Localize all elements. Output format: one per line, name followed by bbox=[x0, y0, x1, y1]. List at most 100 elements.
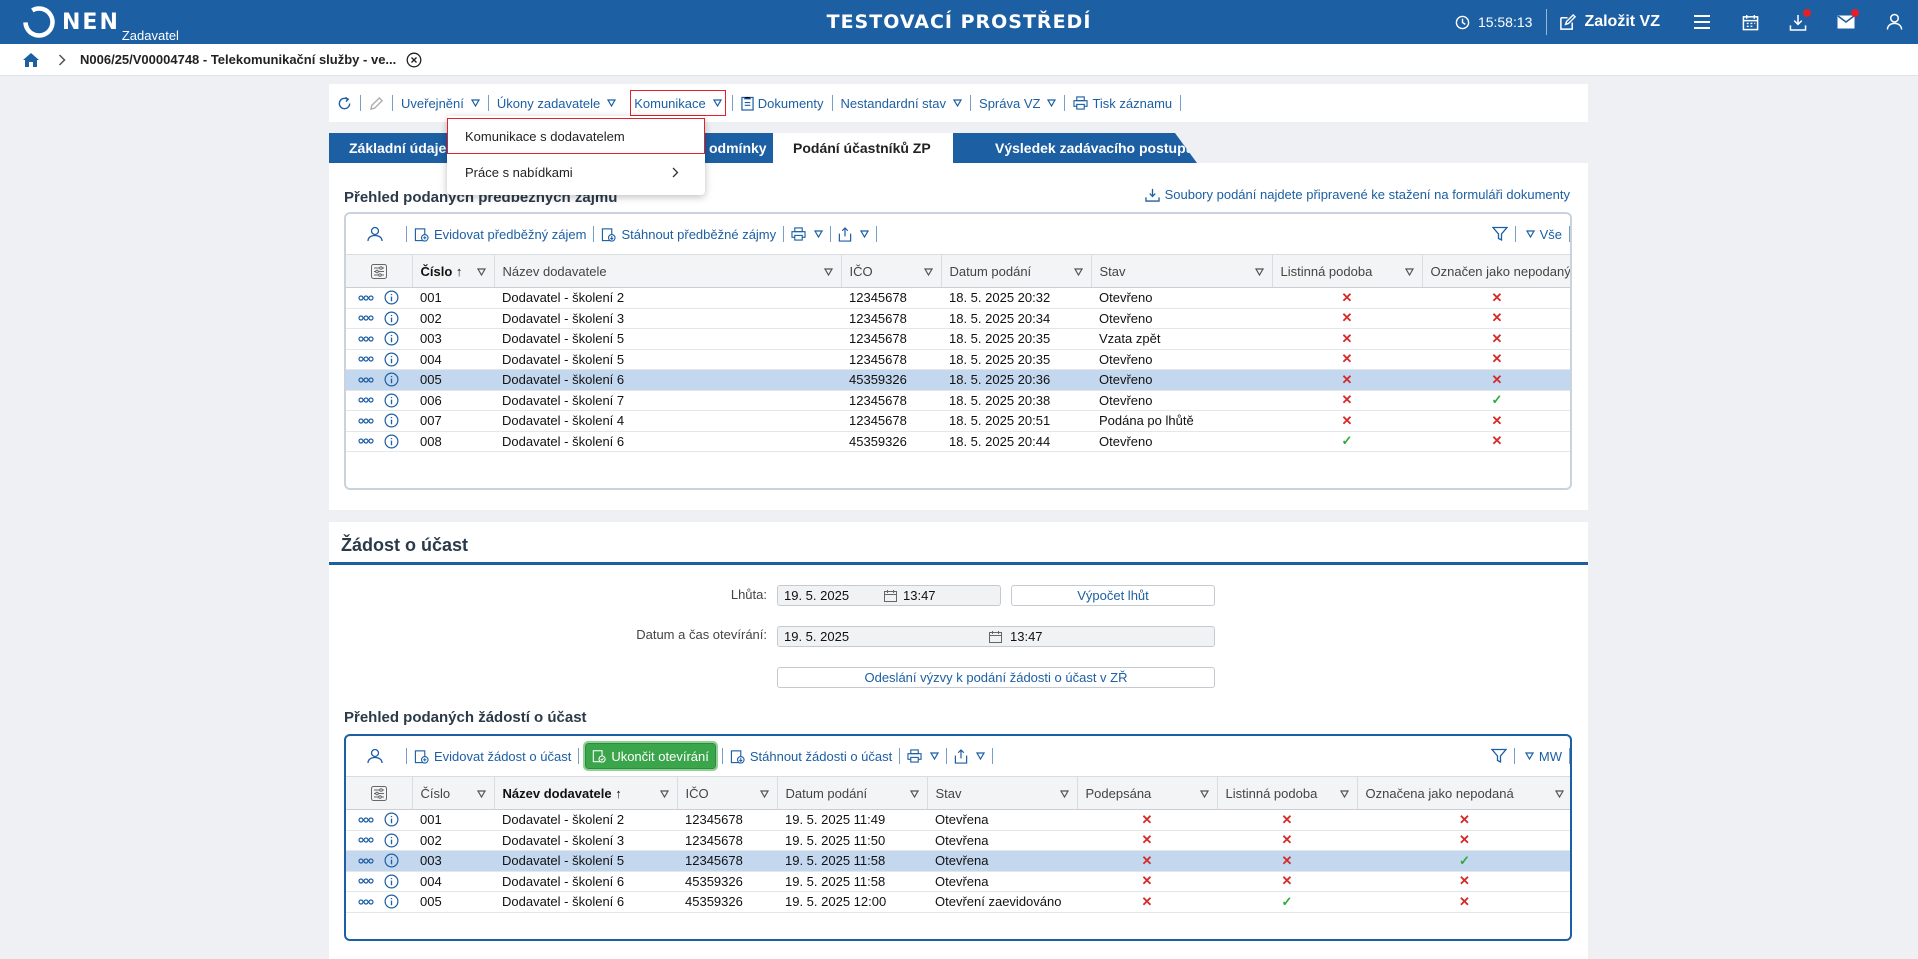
table-row[interactable]: 007 Dodavatel - školení 4 12345678 18. 5. 2… bbox=[346, 410, 1570, 432]
more-actions-icon[interactable] bbox=[358, 356, 374, 362]
table-row[interactable]: 006 Dodavatel - školení 7 12345678 18. 5. 2… bbox=[346, 390, 1570, 411]
menu-button[interactable] bbox=[1678, 0, 1726, 44]
table-row[interactable]: 001 Dodavatel - školení 2 12345678 18. 5. 2… bbox=[346, 287, 1570, 309]
filter-caret-icon[interactable] bbox=[1199, 790, 1209, 798]
filter-caret-icon[interactable] bbox=[659, 790, 669, 798]
more-actions-icon[interactable] bbox=[358, 377, 374, 383]
table-row[interactable]: 008 Dodavatel - školení 6 45359326 18. 5. 2… bbox=[346, 431, 1570, 452]
column-header-listinna[interactable]: Listinná podoba bbox=[1217, 776, 1358, 810]
more-actions-icon[interactable] bbox=[358, 858, 374, 864]
column-header-cislo[interactable]: Číslo bbox=[412, 776, 495, 810]
menu-dokumenty[interactable]: Dokumenty bbox=[733, 84, 832, 122]
stahnout-predbezne-zajmy-button[interactable]: Stáhnout předběžné zájmy bbox=[594, 214, 783, 254]
downloads-button[interactable] bbox=[1774, 0, 1822, 44]
user-button[interactable] bbox=[1870, 0, 1918, 44]
group-users-button[interactable] bbox=[346, 736, 406, 776]
menu-tisk-zaznamu[interactable]: Tisk záznamu bbox=[1065, 84, 1180, 122]
column-header-ico[interactable]: IČO bbox=[677, 776, 778, 810]
close-icon[interactable] bbox=[406, 52, 422, 68]
filter-caret-icon[interactable] bbox=[476, 268, 486, 276]
filter-caret-icon[interactable] bbox=[1254, 268, 1264, 276]
filter-caret-icon[interactable] bbox=[909, 790, 919, 798]
more-actions-icon[interactable] bbox=[358, 899, 374, 905]
menu-komunikace[interactable]: Komunikace bbox=[624, 84, 732, 122]
print-menu-button[interactable] bbox=[900, 736, 946, 776]
info-icon[interactable] bbox=[384, 413, 399, 428]
table-row[interactable]: 005 Dodavatel - školení 6 45359326 19. 5. 2… bbox=[346, 891, 1570, 913]
table-row[interactable]: 003 Dodavatel - školení 5 12345678 19. 5. 2… bbox=[346, 850, 1570, 872]
table-row[interactable]: 002 Dodavatel - školení 3 12345678 18. 5. 2… bbox=[346, 308, 1570, 329]
menu-uverejneni[interactable]: Uveřejnění bbox=[393, 84, 488, 122]
info-icon[interactable] bbox=[384, 290, 399, 305]
info-icon[interactable] bbox=[384, 352, 399, 367]
column-header-datum[interactable]: Datum podání bbox=[941, 254, 1092, 288]
refresh-button[interactable] bbox=[329, 84, 360, 122]
filter-caret-icon[interactable] bbox=[1059, 790, 1069, 798]
view-select[interactable]: MW bbox=[1515, 736, 1569, 776]
column-header-nepodany[interactable]: Označen jako nepodaný bbox=[1422, 254, 1570, 288]
otevirani-field[interactable]: 19. 5. 2025 13:47 bbox=[777, 626, 1215, 647]
filter-caret-icon[interactable] bbox=[1404, 268, 1414, 276]
info-icon[interactable] bbox=[384, 833, 399, 848]
breadcrumb-current[interactable]: N006/25/V00004748 - Telekomunikační služ… bbox=[80, 52, 397, 67]
evidovat-predbezny-zajem-button[interactable]: Evidovat předběžný zájem bbox=[407, 214, 593, 254]
more-actions-icon[interactable] bbox=[358, 295, 374, 301]
filter-caret-icon[interactable] bbox=[923, 268, 933, 276]
evidovat-zadost-button[interactable]: Evidovat žádost o účast bbox=[407, 736, 578, 776]
column-header-nazev[interactable]: Název dodavatele ↑ bbox=[494, 776, 678, 810]
column-header-stav[interactable]: Stav bbox=[1091, 254, 1273, 288]
more-actions-icon[interactable] bbox=[358, 397, 374, 403]
filter-caret-icon[interactable] bbox=[1073, 268, 1083, 276]
info-icon[interactable] bbox=[384, 372, 399, 387]
column-header-listinna[interactable]: Listinná podoba bbox=[1272, 254, 1423, 288]
column-header-nazev[interactable]: Název dodavatele bbox=[494, 254, 842, 288]
filter-button[interactable] bbox=[1485, 214, 1515, 254]
odeslani-vyzvy-button[interactable]: Odeslání výzvy k podání žádosti o účast … bbox=[777, 667, 1215, 688]
tab-podani-ucastniku[interactable]: Podání účastníků ZP bbox=[773, 133, 981, 163]
column-header-datum[interactable]: Datum podání bbox=[777, 776, 928, 810]
stahnout-zadosti-button[interactable]: Stáhnout žádosti o účast bbox=[723, 736, 899, 776]
messages-button[interactable] bbox=[1822, 0, 1870, 44]
menu-nestandardni-stav[interactable]: Nestandardní stav bbox=[833, 84, 971, 122]
tab-vysledek[interactable]: Výsledek zadávacího postupu bbox=[953, 133, 1197, 163]
print-menu-button[interactable] bbox=[784, 214, 830, 254]
lhuta-field[interactable]: 19. 5. 2025 13:47 bbox=[777, 585, 1001, 606]
column-header-stav[interactable]: Stav bbox=[927, 776, 1078, 810]
column-header-ico[interactable]: IČO bbox=[841, 254, 942, 288]
column-header-nepodana[interactable]: Označena jako nepodaná bbox=[1357, 776, 1570, 810]
filter-caret-icon[interactable] bbox=[1554, 790, 1564, 798]
more-actions-icon[interactable] bbox=[358, 418, 374, 424]
menu-sprava-vz[interactable]: Správa VZ bbox=[971, 84, 1064, 122]
calendar-button[interactable] bbox=[1726, 0, 1774, 44]
export-menu-button[interactable] bbox=[947, 736, 992, 776]
info-icon[interactable] bbox=[384, 434, 399, 449]
soubory-podani-link[interactable]: Soubory podání najdete připravené ke sta… bbox=[1144, 187, 1570, 202]
more-actions-icon[interactable] bbox=[358, 878, 374, 884]
column-settings-header[interactable] bbox=[346, 254, 413, 288]
view-select[interactable]: Vše bbox=[1516, 214, 1569, 254]
vypocet-lhut-button[interactable]: Výpočet lhůt bbox=[1011, 585, 1215, 606]
menu-item-komunikace-s-dodavatelem[interactable]: Komunikace s dodavatelem bbox=[447, 118, 705, 154]
more-actions-icon[interactable] bbox=[358, 336, 374, 342]
info-icon[interactable] bbox=[384, 311, 399, 326]
menu-item-prace-s-nabidkami[interactable]: Práce s nabídkami bbox=[447, 154, 705, 190]
info-icon[interactable] bbox=[384, 812, 399, 827]
calendar-icon[interactable] bbox=[884, 590, 897, 602]
info-icon[interactable] bbox=[384, 331, 399, 346]
table-row[interactable]: 004 Dodavatel - školení 6 45359326 19. 5. 2… bbox=[346, 871, 1570, 892]
home-icon[interactable] bbox=[22, 52, 40, 68]
ukoncit-otevirani-button[interactable]: Ukončit otevírání bbox=[583, 741, 718, 771]
menu-ukony-zadavatele[interactable]: Úkony zadavatele bbox=[489, 84, 624, 122]
calendar-icon[interactable] bbox=[989, 631, 1002, 643]
more-actions-icon[interactable] bbox=[358, 837, 374, 843]
filter-caret-icon[interactable] bbox=[759, 790, 769, 798]
nen-logo[interactable]: NEN Zadavatel bbox=[22, 5, 179, 43]
more-actions-icon[interactable] bbox=[358, 438, 374, 444]
edit-button[interactable] bbox=[361, 84, 392, 122]
more-actions-icon[interactable] bbox=[358, 817, 374, 823]
group-users-button[interactable] bbox=[346, 214, 406, 254]
info-icon[interactable] bbox=[384, 393, 399, 408]
more-actions-icon[interactable] bbox=[358, 315, 374, 321]
table-row[interactable]: 004 Dodavatel - školení 5 12345678 18. 5. 2… bbox=[346, 349, 1570, 370]
column-header-cislo[interactable]: Číslo ↑ bbox=[412, 254, 495, 288]
